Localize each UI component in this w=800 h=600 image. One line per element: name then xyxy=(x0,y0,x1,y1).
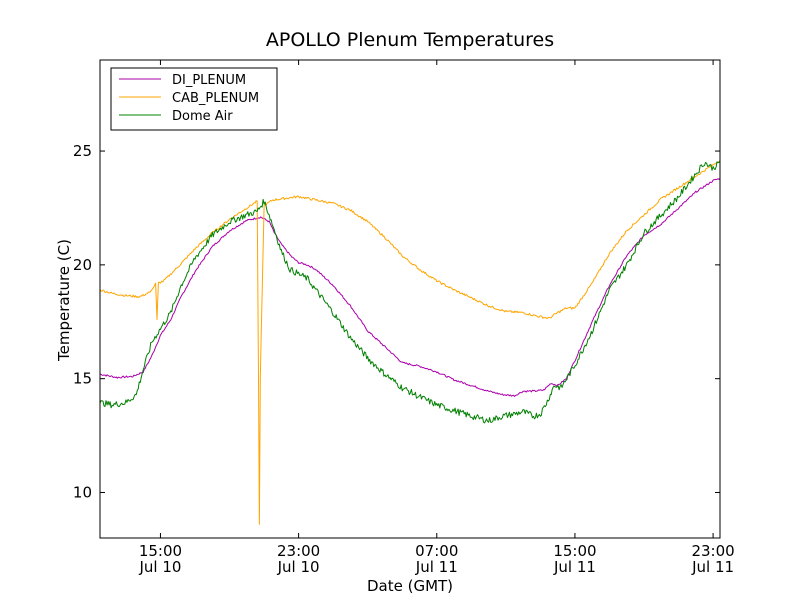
legend-label: CAB_PLENUM xyxy=(172,91,259,106)
x-tick-label-time: 23:00 xyxy=(691,542,734,560)
y-tick-label: 15 xyxy=(73,370,92,388)
legend-label: DI_PLENUM xyxy=(172,73,246,88)
x-tick-label-date: Jul 10 xyxy=(277,558,320,576)
series-line-di-plenum xyxy=(99,178,721,397)
x-tick-label-time: 23:00 xyxy=(277,542,320,560)
plot-frame xyxy=(99,59,721,539)
x-tick-label-date: Jul 11 xyxy=(553,558,596,576)
y-tick-label: 25 xyxy=(73,142,92,160)
y-tick-label: 20 xyxy=(73,256,92,274)
legend-label: Dome Air xyxy=(172,109,233,124)
series-line-cab-plenum xyxy=(99,159,721,525)
y-axis-label: Temperature (C) xyxy=(55,239,73,362)
y-tick-label: 10 xyxy=(73,483,92,501)
chart-title: APOLLO Plenum Temperatures xyxy=(266,29,554,51)
x-tick-label-time: 15:00 xyxy=(553,542,596,560)
x-tick-label-time: 15:00 xyxy=(139,542,182,560)
x-axis-label: Date (GMT) xyxy=(367,577,453,595)
series-layer xyxy=(99,159,721,525)
x-tick-label-date: Jul 11 xyxy=(691,558,734,576)
x-tick-label-date: Jul 11 xyxy=(415,558,458,576)
legend: DI_PLENUM CAB_PLENUM Dome Air xyxy=(110,67,278,131)
series-line-dome-air xyxy=(99,161,721,424)
x-tick-label-date: Jul 10 xyxy=(138,558,181,576)
x-tick-label-time: 07:00 xyxy=(415,542,458,560)
legend-box xyxy=(110,67,278,131)
